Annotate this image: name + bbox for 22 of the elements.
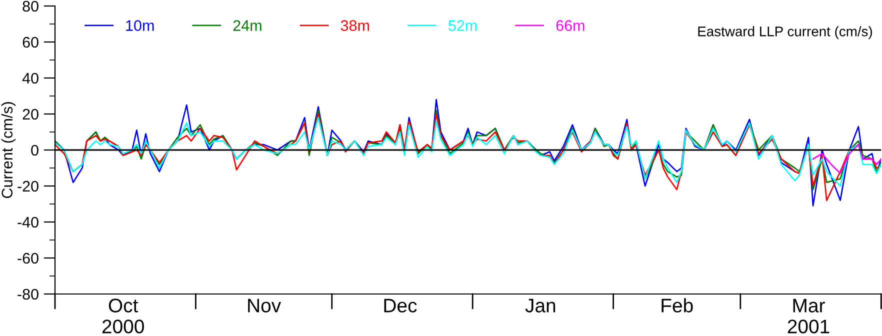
- legend-label: 52m: [448, 20, 477, 31]
- y-tick-label: 80: [22, 0, 38, 12]
- x-tick-label: Feb: [662, 298, 693, 312]
- y-axis-title: Current (cm/s): [1, 102, 16, 198]
- y-tick-label: -20: [18, 180, 38, 192]
- x-tick-label: Nov: [248, 298, 282, 312]
- legend-label: 66m: [556, 20, 584, 31]
- y-tick-label: -40: [18, 216, 38, 228]
- y-tick-label: -60: [18, 252, 38, 264]
- x-tick-label: Jan: [525, 298, 556, 312]
- y-tick-label: -80: [18, 288, 38, 300]
- y-tick-label: 60: [22, 36, 38, 48]
- legend-label: 24m: [233, 20, 262, 31]
- x-tick-label: Dec: [384, 298, 417, 312]
- x-tick-label: Oct 2000: [102, 298, 144, 334]
- x-tick-label: Mar 2001: [788, 298, 830, 334]
- legend-label: 38m: [340, 20, 369, 31]
- y-tick-label: 20: [22, 108, 38, 120]
- annotation: Eastward LLP current (cm/s): [698, 26, 872, 40]
- legend-label: 10m: [126, 20, 154, 31]
- y-tick-label: 0: [31, 144, 38, 156]
- y-tick-label: 40: [22, 72, 38, 84]
